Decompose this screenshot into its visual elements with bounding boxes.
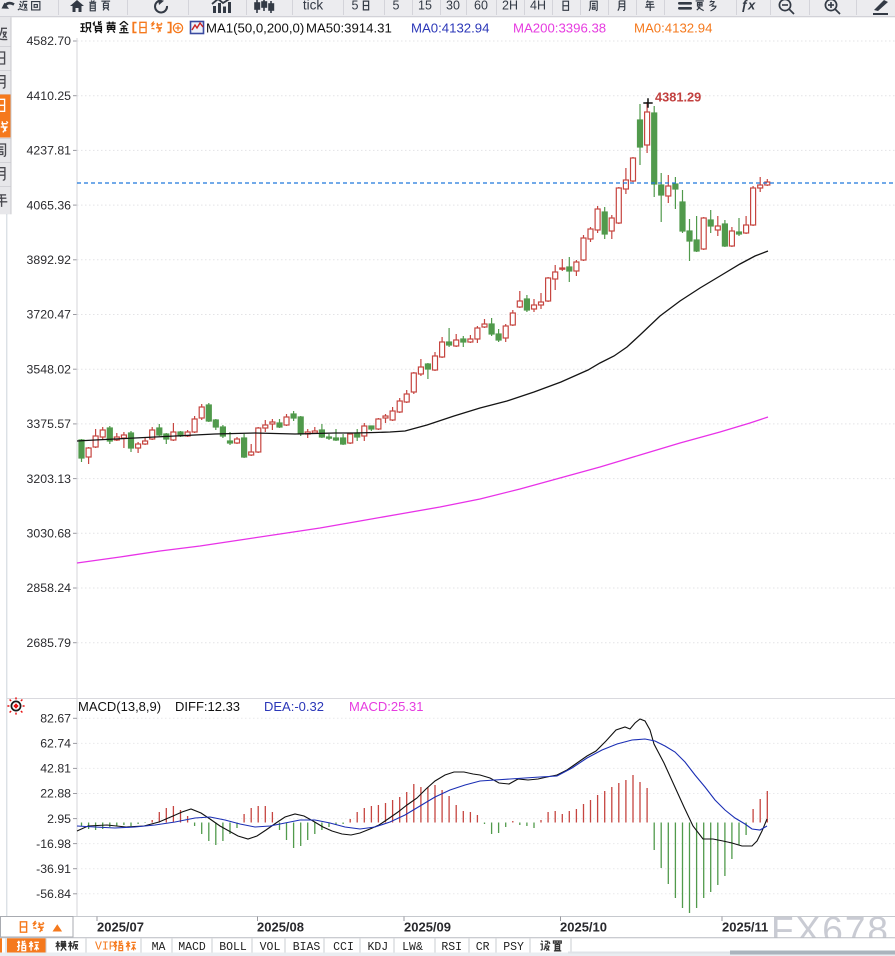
svg-text:ƒx: ƒx: [741, 0, 756, 13]
svg-text:3892.92: 3892.92: [27, 253, 72, 267]
svg-text:4582.70: 4582.70: [27, 34, 72, 48]
svg-text:60: 60: [474, 0, 488, 13]
svg-text:4237.81: 4237.81: [27, 144, 72, 158]
svg-text:4381.29: 4381.29: [655, 90, 701, 105]
svg-text:MACD: MACD: [178, 941, 206, 954]
svg-text:2.95: 2.95: [47, 812, 71, 826]
svg-text:3720.47: 3720.47: [27, 308, 72, 322]
svg-text:MA0:4132.94: MA0:4132.94: [634, 21, 712, 36]
svg-text:3375.57: 3375.57: [27, 417, 72, 431]
svg-text:MACD:25.31: MACD:25.31: [349, 699, 423, 714]
svg-text:MACD(13,8,9): MACD(13,8,9): [78, 699, 161, 714]
svg-text:BOLL: BOLL: [219, 941, 247, 954]
svg-text:2025/10: 2025/10: [560, 920, 607, 935]
svg-text:30: 30: [446, 0, 460, 13]
svg-text:-56.84: -56.84: [36, 887, 71, 901]
svg-text:5: 5: [352, 0, 359, 13]
svg-text:15: 15: [418, 0, 432, 13]
svg-text:2685.79: 2685.79: [27, 636, 72, 650]
svg-text:PSY: PSY: [503, 941, 524, 954]
svg-text:3203.13: 3203.13: [27, 472, 72, 486]
svg-text:BIAS: BIAS: [293, 941, 321, 954]
svg-text:MA0:4132.94: MA0:4132.94: [411, 21, 489, 36]
svg-text:62.74: 62.74: [40, 737, 71, 751]
svg-text:MA50:3914.31: MA50:3914.31: [306, 21, 392, 36]
svg-text:VOL: VOL: [260, 941, 281, 954]
svg-text:KDJ: KDJ: [367, 941, 388, 954]
svg-text:4410.25: 4410.25: [27, 89, 72, 103]
svg-text:2025/11: 2025/11: [722, 920, 768, 935]
svg-text:CCI: CCI: [333, 941, 354, 954]
svg-text:5: 5: [393, 0, 400, 13]
svg-text:tick: tick: [303, 0, 324, 13]
svg-text:42.81: 42.81: [40, 762, 71, 776]
svg-text:82.67: 82.67: [40, 712, 71, 726]
svg-text:MA1(50,0,200,0): MA1(50,0,200,0): [206, 21, 304, 36]
svg-text:CR: CR: [476, 941, 490, 954]
svg-text:MA200:3396.38: MA200:3396.38: [513, 21, 606, 36]
svg-text:-36.91: -36.91: [36, 862, 71, 876]
svg-text:2H: 2H: [502, 0, 518, 13]
svg-text:4H: 4H: [530, 0, 546, 13]
svg-text:LW&: LW&: [402, 941, 423, 954]
svg-text:VIP: VIP: [95, 941, 116, 954]
svg-text:3030.68: 3030.68: [27, 527, 72, 541]
svg-text:DIFF:12.33: DIFF:12.33: [175, 699, 240, 714]
svg-text:22.88: 22.88: [40, 787, 71, 801]
svg-text:DEA:-0.32: DEA:-0.32: [264, 699, 324, 714]
svg-text:2025/08: 2025/08: [257, 920, 304, 935]
svg-text:3548.02: 3548.02: [27, 362, 72, 376]
svg-text:2025/07: 2025/07: [97, 920, 144, 935]
svg-text:RSI: RSI: [441, 941, 462, 954]
svg-text:2025/09: 2025/09: [404, 920, 451, 935]
svg-text:-16.98: -16.98: [36, 837, 71, 851]
svg-text:4065.36: 4065.36: [27, 198, 72, 212]
svg-text:2858.24: 2858.24: [27, 581, 72, 595]
svg-text:MA: MA: [152, 941, 166, 954]
